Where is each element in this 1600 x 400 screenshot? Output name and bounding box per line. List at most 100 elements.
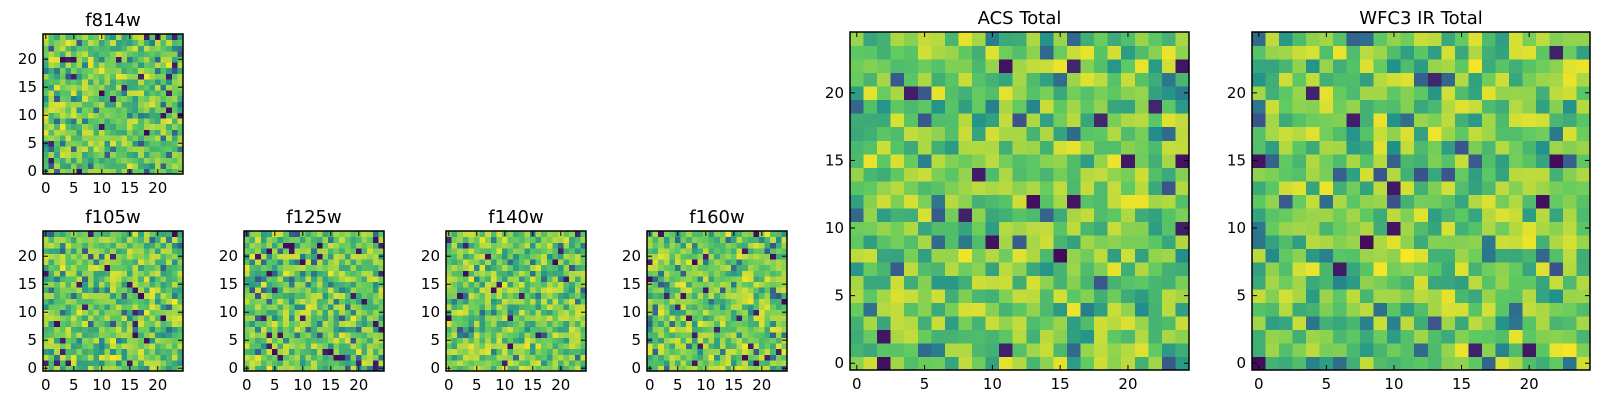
- heatmap-cell: [76, 73, 83, 80]
- heatmap-cell: [305, 309, 312, 316]
- heatmap-cell: [333, 270, 340, 277]
- heatmap-cell: [563, 242, 570, 249]
- heatmap-cell: [160, 298, 167, 305]
- heatmap-cell: [1053, 234, 1068, 249]
- heatmap-cell: [558, 303, 565, 310]
- heatmap-cell: [535, 264, 542, 271]
- heatmap-cell: [931, 194, 946, 209]
- heatmap-cell: [999, 32, 1014, 47]
- heatmap-cell: [944, 140, 960, 155]
- heatmap-cell: [1134, 207, 1149, 222]
- heatmap-cell: [985, 140, 1000, 155]
- heatmap-cell: [65, 275, 72, 282]
- heatmap-cell: [917, 315, 932, 331]
- heatmap-cell: [255, 354, 262, 361]
- heatmap-cell: [305, 242, 312, 249]
- heatmap-cell: [658, 331, 665, 338]
- heatmap-cell: [143, 309, 150, 316]
- heatmap-cell: [1373, 194, 1388, 209]
- heatmap-cell: [59, 309, 66, 316]
- heatmap-cell: [552, 264, 559, 271]
- heatmap-cell: [1026, 356, 1041, 371]
- heatmap-cell: [507, 331, 514, 338]
- heatmap-cell: [764, 331, 771, 338]
- heatmap-cell: [1427, 153, 1442, 168]
- heatmap-cell: [663, 359, 670, 366]
- heatmap-cell: [115, 90, 122, 97]
- heatmap-cell: [138, 359, 145, 366]
- heatmap-cell: [171, 298, 178, 305]
- heatmap-cell: [725, 292, 732, 299]
- heatmap-cell: [697, 309, 704, 316]
- heatmap-cell: [863, 302, 878, 317]
- heatmap-cell: [485, 337, 492, 344]
- heatmap-cell: [972, 59, 987, 74]
- heatmap-cell: [378, 326, 385, 333]
- heatmap-cell: [944, 302, 960, 317]
- heatmap-cell: [686, 331, 693, 338]
- heatmap-cell: [1012, 221, 1027, 236]
- heatmap-cell: [121, 337, 128, 344]
- heatmap-cell: [171, 320, 178, 327]
- heatmap-cell: [1107, 153, 1122, 168]
- heatmap-cell: [356, 281, 363, 288]
- heatmap-cell: [1508, 302, 1523, 317]
- heatmap-cell: [1279, 221, 1294, 236]
- heatmap-cell: [87, 348, 94, 355]
- heatmap-cell: [166, 365, 173, 372]
- heatmap-cell: [764, 298, 771, 305]
- heatmap-cell: [1053, 342, 1068, 358]
- heatmap-cell: [658, 309, 665, 316]
- heatmap-cell: [277, 343, 284, 350]
- heatmap-cell: [985, 86, 1000, 101]
- heatmap-cell: [658, 275, 665, 282]
- heatmap-cell: [680, 242, 687, 249]
- heatmap-cell: [104, 264, 111, 271]
- heatmap-cell: [1094, 234, 1109, 249]
- heatmap-cell: [115, 84, 122, 91]
- heatmap-cell: [99, 281, 106, 288]
- heatmap-cell: [305, 247, 312, 254]
- heatmap-cell: [1107, 356, 1122, 371]
- heatmap-cell: [1121, 288, 1136, 303]
- heatmap-cell: [1012, 342, 1027, 358]
- heatmap-cell: [479, 270, 486, 277]
- heatmap-cell: [1481, 329, 1496, 344]
- heatmap-cell: [166, 242, 173, 249]
- heatmap-cell: [502, 320, 509, 327]
- heatmap-cell: [87, 95, 94, 102]
- heatmap-cell: [110, 84, 117, 91]
- heatmap-cell: [316, 326, 323, 333]
- heatmap-cell: [468, 359, 475, 366]
- heatmap-cell: [1292, 32, 1307, 47]
- heatmap-cell: [59, 298, 66, 305]
- heatmap-cell: [121, 354, 128, 361]
- heatmap-cell: [1387, 302, 1402, 317]
- heatmap-cell: [82, 151, 89, 158]
- heatmap-cell: [76, 331, 83, 338]
- heatmap-cell: [1134, 194, 1149, 209]
- heatmap-cell: [775, 343, 782, 350]
- heatmap-cell: [736, 281, 743, 288]
- heatmap-cell: [82, 146, 89, 153]
- heatmap-cell: [999, 221, 1014, 236]
- heatmap-cell: [719, 287, 726, 294]
- heatmap-cell: [372, 343, 379, 350]
- heatmap-cell: [1094, 207, 1109, 222]
- heatmap-cell: [1039, 315, 1054, 331]
- heatmap-cell: [725, 259, 732, 266]
- heatmap-cell: [490, 326, 497, 333]
- heatmap-cell: [697, 315, 704, 322]
- heatmap-cell: [1053, 99, 1068, 114]
- heatmap-cell: [305, 253, 312, 260]
- heatmap-cell: [552, 287, 559, 294]
- heatmap-cell: [658, 259, 665, 266]
- heatmap-cell: [305, 292, 312, 299]
- heatmap-cell: [917, 207, 932, 222]
- heatmap-cell: [138, 309, 145, 316]
- heatmap-cell: [249, 231, 256, 238]
- heatmap-cell: [552, 253, 559, 260]
- heatmap-cell: [1306, 342, 1321, 358]
- heatmap-cell: [1346, 45, 1361, 60]
- heatmap-cell: [1373, 288, 1388, 303]
